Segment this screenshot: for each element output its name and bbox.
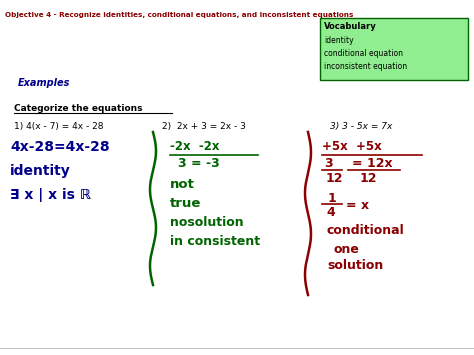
Text: identity: identity xyxy=(10,164,71,178)
Text: conditional equation: conditional equation xyxy=(324,49,403,58)
Text: nosolution: nosolution xyxy=(170,216,244,229)
Text: identity: identity xyxy=(324,36,354,45)
Text: in consistent: in consistent xyxy=(170,235,260,248)
Text: not: not xyxy=(170,178,195,191)
Text: = 12x: = 12x xyxy=(352,157,392,170)
Text: inconsistent equation: inconsistent equation xyxy=(324,62,407,71)
Text: 12: 12 xyxy=(326,172,344,185)
Text: 3) 3 - 5x = 7x: 3) 3 - 5x = 7x xyxy=(330,122,392,131)
Text: 12: 12 xyxy=(360,172,377,185)
Text: solution: solution xyxy=(327,259,383,272)
Text: 3 = -3: 3 = -3 xyxy=(178,157,220,170)
Text: +5x  +5x: +5x +5x xyxy=(322,140,382,153)
Text: true: true xyxy=(170,197,201,210)
Text: 1: 1 xyxy=(328,192,337,205)
Text: -2x  -2x: -2x -2x xyxy=(170,140,219,153)
Text: one: one xyxy=(334,243,360,256)
Text: 4: 4 xyxy=(326,206,335,219)
Text: ∃ x | x is ℝ: ∃ x | x is ℝ xyxy=(10,188,91,202)
Text: Objective 4 - Recognize identities, conditional equations, and inconsistent equa: Objective 4 - Recognize identities, cond… xyxy=(5,12,354,18)
Text: conditional: conditional xyxy=(327,224,405,237)
Text: Categorize the equations: Categorize the equations xyxy=(14,104,143,113)
FancyBboxPatch shape xyxy=(320,18,468,80)
Text: 2)  2x + 3 = 2x - 3: 2) 2x + 3 = 2x - 3 xyxy=(162,122,246,131)
Text: 1) 4(x - 7) = 4x - 28: 1) 4(x - 7) = 4x - 28 xyxy=(14,122,103,131)
Text: = x: = x xyxy=(346,199,369,212)
Text: 3: 3 xyxy=(324,157,333,170)
Text: 4x-28=4x-28: 4x-28=4x-28 xyxy=(10,140,109,154)
Text: Vocabulary: Vocabulary xyxy=(324,22,377,31)
Text: Examples: Examples xyxy=(18,78,70,88)
